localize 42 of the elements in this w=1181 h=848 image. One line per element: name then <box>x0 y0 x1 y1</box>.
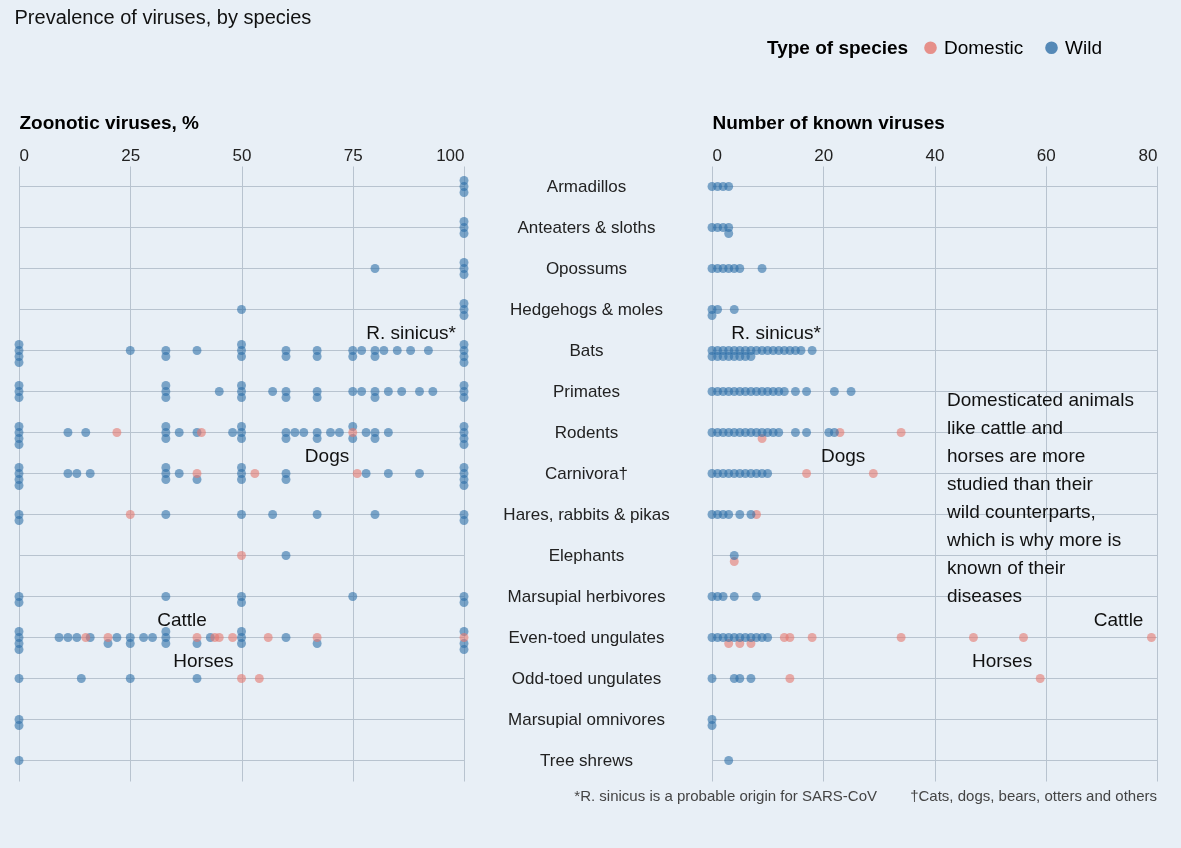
y-tick-label: Rodents <box>554 422 619 442</box>
x-tick-label: 20 <box>814 145 834 165</box>
annotation: Domesticated animals like cattle and horses are more studied than their wild counterparts, which is why more is known of their diseases <box>946 389 1134 606</box>
text: †Cats, dogs, bears, otters and others <box>910 787 1157 804</box>
y-tick-label: Carnivora† <box>544 463 629 483</box>
y-tick-label: Hares, rabbits & pikas <box>503 504 670 524</box>
annotation: Horses <box>972 649 1033 671</box>
annotation: R. sinicus* <box>366 321 457 343</box>
y-tick-label: Marsupial omnivores <box>508 709 665 729</box>
chart-title: Prevalence of viruses, by species <box>14 6 312 28</box>
y-tick-label: Anteaters & sloths <box>517 217 656 237</box>
y-tick-label: Primates <box>552 381 621 401</box>
x-tick-label: 100 <box>436 145 465 165</box>
annotation: Cattle <box>157 608 207 630</box>
y-tick-label: Odd-toed ungulates <box>511 668 662 688</box>
legend-label: Domestic <box>944 36 1024 58</box>
legend-label: Wild <box>1065 36 1102 58</box>
x-tick-label: 60 <box>1036 145 1056 165</box>
y-tick-label: Hedgehogs & moles <box>509 299 664 319</box>
annotation: Dogs <box>820 444 866 466</box>
x-tick-label: 0 <box>712 145 722 165</box>
y-tick-label: Even-toed ungulates <box>508 627 665 647</box>
annotation: Dogs <box>304 444 350 466</box>
x-tick-label: 75 <box>343 145 363 165</box>
y-tick-label: Elephants <box>548 545 625 565</box>
y-tick-label: Marsupial herbivores <box>507 586 666 606</box>
y-tick-label: Opossums <box>545 258 628 278</box>
x-tick-label: 0 <box>19 145 29 165</box>
x-tick-label: 25 <box>121 145 141 165</box>
text: *R. sinicus is a probable origin for SARS-CoV <box>574 787 877 804</box>
y-tick-label: Armadillos <box>546 176 627 196</box>
annotation: R. sinicus* <box>731 321 822 343</box>
x-axis-title: Zoonotic viruses, % <box>19 111 200 133</box>
annotation: Horses <box>173 649 234 671</box>
x-tick-label: 40 <box>925 145 945 165</box>
annotation: Cattle <box>1093 608 1144 630</box>
x-tick-label: 80 <box>1138 145 1158 165</box>
x-axis-title: Number of known viruses <box>712 111 945 133</box>
y-tick-label: Tree shrews <box>540 750 633 770</box>
legend-title: Type of species <box>767 37 909 58</box>
y-tick-label: Bats <box>569 340 604 360</box>
x-tick-label: 50 <box>232 145 252 165</box>
